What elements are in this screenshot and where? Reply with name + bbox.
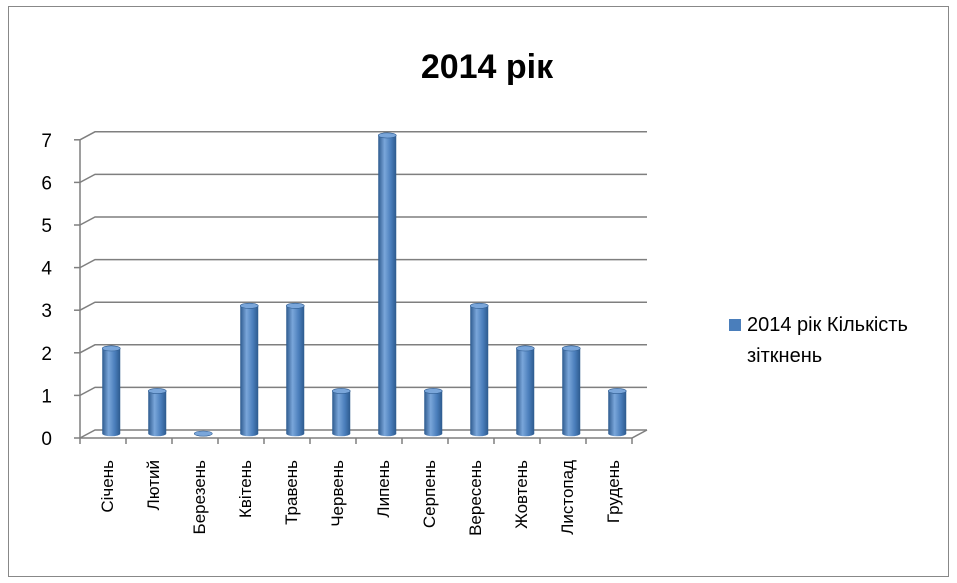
bar-top — [423, 388, 443, 394]
x-category-label: Березень — [190, 460, 209, 535]
bar-top — [101, 345, 121, 352]
y-tick-label: 5 — [41, 216, 52, 237]
gridline — [79, 429, 647, 439]
x-category-label: Травень — [282, 460, 301, 525]
bar-top — [193, 430, 213, 437]
bar-top — [147, 388, 167, 394]
y-tick-label: 2 — [41, 344, 52, 365]
bar-top — [239, 302, 259, 309]
y-tick-label: 1 — [41, 386, 52, 407]
legend-label-line-2: зіткнень — [747, 345, 822, 367]
x-category-label: Грудень — [604, 460, 623, 523]
bar — [193, 430, 213, 437]
bar — [101, 345, 121, 437]
legend-label-line-1: 2014 рік Кількість — [747, 314, 908, 336]
x-category-label: Квітень — [236, 460, 255, 518]
y-axis-tick-labels: 0 1 2 3 4 5 6 7 — [41, 131, 80, 450]
bar — [377, 132, 397, 437]
bar — [239, 302, 259, 437]
y-tick-label: 0 — [41, 429, 52, 450]
bar-top — [331, 388, 351, 394]
y-tick-label: 7 — [41, 131, 52, 152]
bar-top — [285, 302, 305, 309]
bar-body — [240, 305, 259, 437]
bar — [423, 388, 443, 437]
bar-top — [561, 345, 581, 352]
bar-top — [515, 345, 535, 352]
x-category-label: Червень — [328, 460, 347, 527]
x-category-label: Листопад — [558, 460, 577, 535]
bar — [285, 302, 305, 437]
gridlines — [79, 131, 647, 439]
bar-body — [332, 391, 351, 437]
y-tick-label: 3 — [41, 301, 52, 322]
bar-body — [470, 305, 489, 437]
x-category-label: Січень — [98, 460, 117, 513]
legend-swatch — [729, 319, 741, 331]
bars — [101, 132, 627, 437]
y-tick-label: 4 — [41, 259, 52, 280]
gridline — [79, 301, 647, 311]
bar-top — [607, 388, 627, 394]
bar — [469, 302, 489, 437]
bar — [607, 388, 627, 437]
bar-body — [562, 348, 581, 437]
chart-title: 2014 рік — [421, 48, 554, 86]
y-tick-label: 6 — [41, 173, 52, 194]
bar — [561, 345, 581, 437]
x-category-label: Липень — [374, 460, 393, 518]
x-axis-category-labels: Січень Лютий Березень Квітень Травень Червень… — [79, 438, 633, 536]
bar — [147, 388, 167, 437]
bar — [515, 345, 535, 437]
gridline — [79, 131, 647, 141]
bar-body — [102, 348, 121, 437]
x-category-label: Лютий — [144, 460, 163, 510]
x-category-label: Серпень — [420, 460, 439, 528]
bar-body — [424, 391, 443, 437]
bar-body — [286, 305, 305, 437]
bar-top — [469, 302, 489, 309]
gridline — [79, 216, 647, 226]
gridline — [79, 258, 647, 269]
bar-body — [148, 391, 167, 437]
bar-top — [377, 132, 397, 139]
bar-body — [378, 135, 397, 437]
bar — [331, 388, 351, 437]
bar-body — [608, 391, 627, 437]
gridline — [79, 344, 647, 354]
x-category-label: Вересень — [466, 460, 485, 536]
gridline — [79, 173, 647, 184]
legend: 2014 рік Кількість зіткнень — [729, 314, 908, 367]
bar-body — [516, 348, 535, 437]
x-category-label: Жовтень — [512, 460, 531, 529]
chart-frame — [8, 6, 949, 577]
gridline — [79, 386, 647, 397]
